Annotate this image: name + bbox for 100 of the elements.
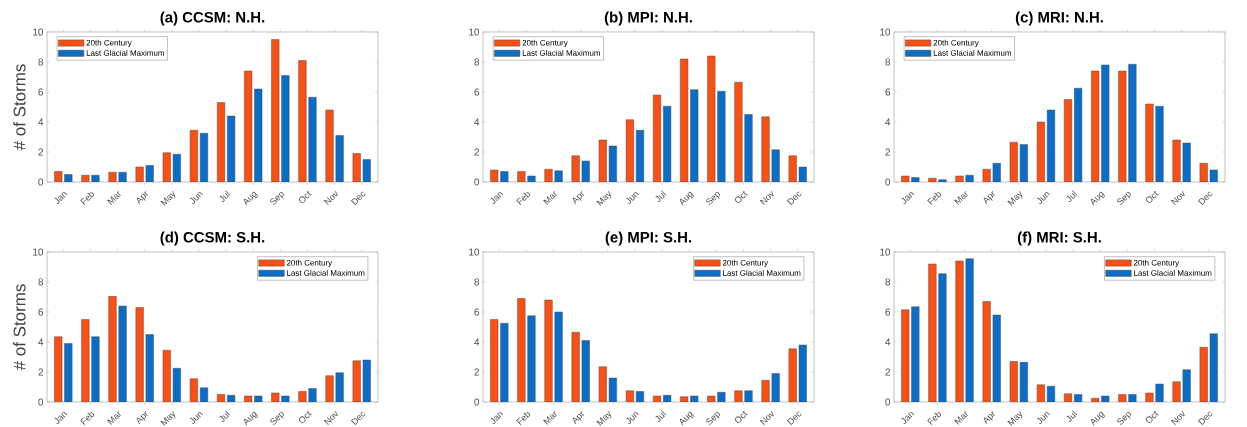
x-tick-label: Dec (350, 191, 366, 206)
x-tick-label: Aug (679, 191, 694, 206)
x-tick-label: Mar (107, 191, 121, 205)
x-tick-label: Nov (323, 411, 338, 426)
y-tick-label: 8 (474, 58, 480, 66)
chart-title: (c) MRI: N.H. (1015, 11, 1103, 26)
x-tick-label: Jul (655, 190, 667, 202)
y-tick-label: 2 (38, 148, 43, 156)
chart-title: (d) CCSM: S.H. (160, 231, 265, 246)
x-tick-label: Nov (323, 191, 338, 206)
x-tick-label: Jan (901, 411, 915, 424)
x-tick-label: Sep (1117, 411, 1131, 425)
x-tick-label: Jul (655, 410, 667, 422)
y-tick-label: 10 (33, 28, 44, 36)
y-tick-label: 10 (469, 248, 480, 256)
y-tick-label: 0 (885, 398, 891, 406)
chart-title: (f) MRI: S.H. (1017, 231, 1101, 246)
chart-title: (a) CCSM: N.H. (160, 11, 265, 26)
x-tick-label: Jun (189, 411, 203, 424)
y-tick-label: 8 (38, 58, 44, 66)
x-tick-label: Jul (1066, 410, 1078, 422)
x-tick-label: Jul (219, 190, 231, 202)
y-tick-label: 4 (885, 118, 891, 126)
x-tick-label: May (1007, 191, 1023, 206)
x-tick-label: Aug (1090, 411, 1105, 426)
x-tick-label: Oct (299, 191, 312, 203)
y-tick-label: 10 (469, 28, 480, 36)
chart-title: (e) MPI: S.H. (605, 231, 692, 246)
x-tick-label: Sep (706, 411, 720, 425)
x-tick-label: Oct (1146, 191, 1159, 203)
x-tick-label: Oct (735, 411, 748, 423)
y-tick-label: 0 (474, 398, 480, 406)
x-tick-label: Jan (54, 411, 68, 424)
x-tick-label: Aug (1090, 191, 1105, 206)
x-tick-label: Dec (1197, 411, 1213, 426)
y-tick-label: 10 (880, 28, 891, 36)
x-tick-label: Jul (219, 410, 231, 422)
y-tick-label: 8 (38, 278, 44, 286)
x-tick-label: Jun (625, 191, 639, 204)
x-tick-label: Jan (901, 191, 915, 204)
x-tick-label: Mar (543, 411, 557, 425)
x-tick-label: Sep (270, 191, 284, 205)
y-tick-label: 2 (474, 148, 479, 156)
x-tick-label: Jun (189, 191, 203, 204)
y-tick-label: 4 (474, 338, 480, 346)
x-tick-label: Dec (350, 411, 366, 426)
x-tick-label: Jun (1037, 191, 1050, 204)
y-tick-label: 6 (474, 308, 480, 316)
y-tick-label: 6 (885, 88, 891, 96)
x-tick-label: May (596, 191, 612, 206)
y-tick-label: 10 (880, 248, 891, 256)
x-tick-label: Jul (1066, 190, 1078, 202)
x-tick-label: Oct (1146, 411, 1159, 423)
x-tick-label: Apr (572, 411, 584, 425)
x-tick-label: Apr (136, 191, 148, 205)
x-tick-label: Mar (954, 191, 968, 205)
x-tick-label: Apr (572, 191, 584, 205)
x-tick-label: Feb (80, 412, 95, 425)
x-tick-label: Dec (786, 191, 802, 206)
x-tick-label: May (160, 191, 176, 206)
x-tick-label: Nov (1170, 411, 1185, 426)
chart-title: (b) MPI: N.H. (604, 11, 692, 26)
x-tick-label: Jan (54, 191, 68, 204)
x-tick-label: Nov (759, 411, 774, 426)
y-tick-label: 0 (885, 178, 891, 186)
x-tick-label: Mar (107, 411, 121, 425)
y-tick-label: 8 (474, 278, 480, 286)
x-tick-label: Aug (243, 411, 258, 426)
x-tick-label: Mar (954, 411, 968, 425)
y-tick-label: 2 (885, 368, 890, 376)
x-tick-label: May (1007, 411, 1023, 426)
x-tick-label: Nov (1170, 191, 1185, 206)
x-tick-label: Dec (786, 411, 802, 426)
x-tick-label: Jun (1037, 411, 1050, 424)
y-tick-label: 4 (38, 338, 44, 346)
x-tick-label: Feb (927, 412, 942, 425)
y-axis-title: # of Storms (13, 64, 26, 151)
x-tick-label: Apr (983, 191, 995, 205)
x-tick-label: Feb (927, 192, 942, 205)
x-tick-label: Oct (299, 411, 312, 423)
x-tick-label: Jan (490, 411, 504, 424)
x-tick-label: Jun (625, 411, 639, 424)
y-tick-label: 6 (474, 88, 480, 96)
y-tick-label: 6 (885, 308, 891, 316)
x-tick-label: Sep (1117, 191, 1131, 205)
y-tick-label: 10 (33, 248, 44, 256)
x-tick-label: Aug (679, 411, 694, 426)
x-tick-label: Sep (270, 411, 284, 425)
x-tick-label: Apr (983, 411, 995, 425)
x-tick-label: Nov (759, 191, 774, 206)
x-tick-label: Aug (243, 191, 258, 206)
y-tick-label: 8 (885, 58, 891, 66)
x-tick-label: Sep (706, 191, 720, 205)
y-tick-label: 4 (885, 338, 891, 346)
x-tick-label: Dec (1197, 191, 1213, 206)
y-tick-label: 2 (885, 148, 890, 156)
y-tick-label: 4 (38, 118, 44, 126)
x-tick-label: Feb (80, 192, 95, 205)
y-tick-label: 6 (38, 88, 44, 96)
y-tick-label: 0 (474, 178, 480, 186)
